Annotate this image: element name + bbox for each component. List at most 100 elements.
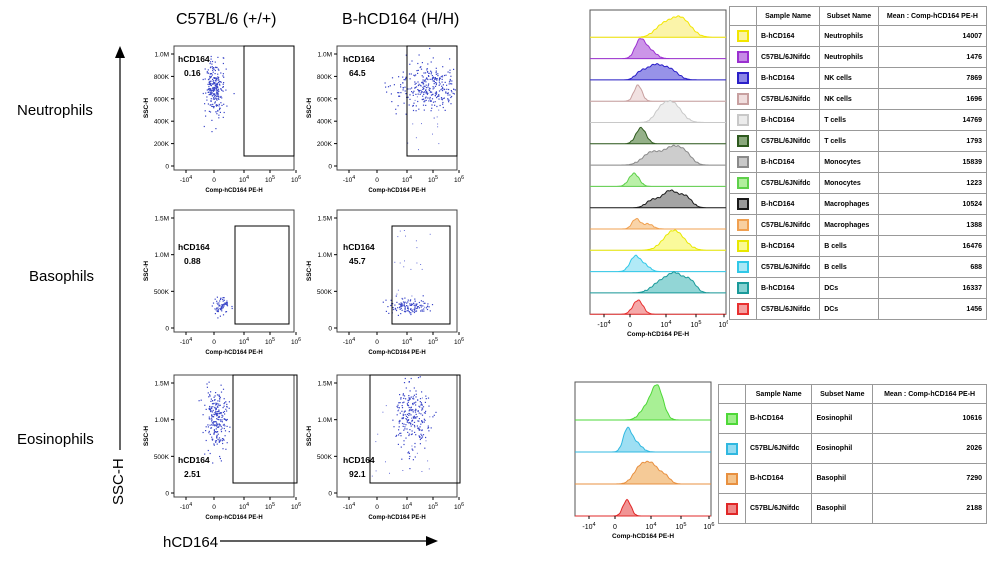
color-swatch [737, 156, 749, 168]
data-point [211, 89, 213, 91]
data-point [216, 104, 218, 107]
x-tick-label: 104 [646, 522, 657, 531]
data-point [219, 315, 221, 317]
data-point [217, 309, 219, 311]
data-point [430, 110, 432, 112]
data-point [215, 97, 217, 99]
data-point [207, 83, 209, 85]
data-point [212, 94, 214, 96]
data-point [425, 104, 427, 106]
data-point [208, 91, 210, 93]
data-point [442, 101, 444, 104]
data-point [210, 409, 212, 411]
data-point [219, 457, 221, 460]
data-point [398, 426, 400, 428]
data-point [212, 69, 214, 71]
data-point [400, 84, 402, 86]
data-point [397, 105, 399, 107]
data-point [214, 101, 216, 103]
y-tick-label: 600K [154, 96, 170, 103]
data-point [423, 302, 425, 304]
data-point [404, 305, 406, 307]
data-point [440, 76, 442, 78]
x-tick-label: 105 [691, 320, 702, 329]
data-point [217, 307, 219, 309]
histogram-curve [590, 144, 726, 166]
data-point [208, 94, 210, 96]
data-point [421, 123, 422, 125]
data-point [398, 420, 400, 422]
data-point [420, 413, 422, 415]
sample-name-cell: C57BL/6JNifdc [755, 46, 821, 68]
plot-frame [173, 374, 295, 498]
data-point [209, 61, 212, 63]
data-point [218, 413, 221, 415]
data-point [420, 306, 422, 308]
data-point [217, 73, 219, 75]
data-point [405, 76, 407, 78]
data-point [399, 432, 401, 434]
data-point [216, 424, 218, 426]
data-point [411, 409, 413, 411]
sample-name-cell: C57BL/6JNifdc [755, 172, 821, 194]
x-tick-label: 0 [375, 339, 379, 346]
data-point [402, 71, 404, 73]
data-point [431, 104, 433, 106]
data-point [415, 401, 417, 403]
legend-row: B-hCD164 Neutrophils 14007 [729, 25, 988, 47]
data-point [414, 431, 416, 433]
data-point [420, 433, 422, 435]
data-point [404, 297, 406, 299]
data-point [418, 428, 420, 430]
data-point [415, 93, 417, 95]
data-point [214, 421, 216, 423]
data-point [226, 442, 228, 444]
data-point [405, 387, 407, 389]
data-point [410, 423, 412, 425]
histogram-curve [590, 254, 726, 273]
data-point [413, 398, 415, 400]
data-point [418, 435, 420, 437]
data-point [221, 310, 223, 312]
data-point [221, 97, 223, 99]
data-point [412, 302, 415, 304]
data-point [219, 84, 221, 86]
y-tick-label: 600K [317, 96, 333, 103]
data-point [407, 96, 409, 98]
data-point [417, 427, 419, 429]
data-point [410, 304, 413, 306]
data-point [406, 428, 408, 430]
gate-percent: 64.5 [349, 68, 366, 78]
data-point [220, 460, 222, 462]
data-point [405, 418, 407, 420]
data-point [221, 421, 223, 423]
x-tick-label: 0 [375, 177, 379, 184]
data-point [207, 426, 209, 428]
data-point [416, 307, 418, 310]
data-point [427, 460, 429, 462]
data-point [435, 82, 438, 84]
data-point [216, 443, 218, 445]
data-point [424, 412, 426, 414]
data-point [224, 302, 226, 304]
data-point [451, 91, 453, 93]
data-point [220, 431, 223, 433]
y-tick-label: 500K [154, 454, 170, 461]
data-point [392, 307, 394, 309]
legend-table-2: Sample Name Subset Name Mean : Comp-hCD164… [718, 384, 987, 524]
data-point [216, 422, 218, 424]
data-point [413, 304, 415, 306]
legend-row: C57BL/6JNifdc Eosinophil 2026 [718, 433, 987, 464]
data-point [422, 79, 424, 81]
legend-swatch-cell [729, 214, 757, 236]
data-point [423, 412, 426, 414]
data-point [391, 101, 393, 103]
scatter-plot: hCD164 0.88 0 500K 1.0M 1.5M SSC-H -104 0 104 105 1… [143, 209, 301, 356]
data-point [441, 85, 443, 87]
data-point [413, 394, 415, 396]
data-point [222, 314, 225, 316]
data-point [219, 440, 221, 442]
legend-swatch-cell [729, 235, 757, 257]
data-point [419, 436, 421, 438]
data-point [218, 409, 220, 411]
